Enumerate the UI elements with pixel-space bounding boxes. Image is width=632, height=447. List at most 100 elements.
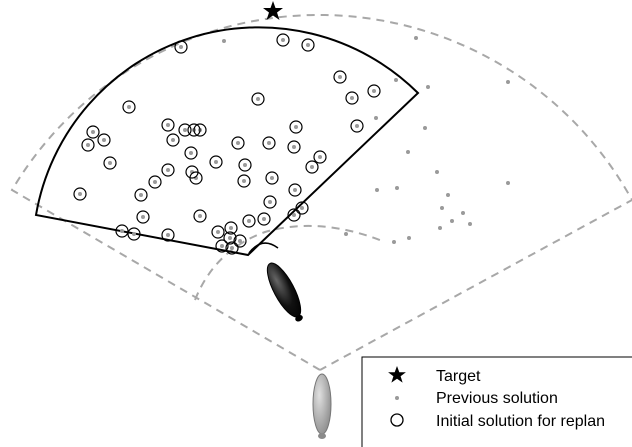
previous-solution-point bbox=[183, 128, 187, 132]
previous-solution-point bbox=[423, 126, 427, 130]
initial-solution-point bbox=[189, 171, 203, 185]
previous-solution-point bbox=[414, 36, 418, 40]
initial-solution-point bbox=[295, 201, 309, 215]
previous-solution-points bbox=[78, 36, 510, 250]
initial-solution-point bbox=[223, 231, 237, 245]
previous-solution-point bbox=[127, 105, 131, 109]
previous-solution-point bbox=[236, 141, 240, 145]
previous-solution-point bbox=[267, 141, 271, 145]
initial-solution-point bbox=[345, 91, 359, 105]
previous-solution-point bbox=[262, 217, 266, 221]
previous-solution-point bbox=[189, 151, 193, 155]
previous-solution-point bbox=[141, 215, 145, 219]
initial-solution-point bbox=[174, 40, 188, 54]
initial-solution-point bbox=[115, 224, 129, 238]
legend: Target Previous solution Initial solutio… bbox=[361, 356, 632, 447]
previous-solution-point bbox=[166, 168, 170, 172]
replanning-sector bbox=[34, 26, 420, 257]
initial-solution-point bbox=[86, 125, 100, 139]
previous-solution-point bbox=[247, 219, 251, 223]
initial-solution-point bbox=[161, 163, 175, 177]
previous-solution-point bbox=[338, 75, 342, 79]
previous-solution-point bbox=[230, 246, 234, 250]
initial-solution-point bbox=[350, 119, 364, 133]
initial-solution-point bbox=[301, 38, 315, 52]
previous-solution-point bbox=[108, 161, 112, 165]
previous-solution-point bbox=[228, 236, 232, 240]
initial-solution-point bbox=[209, 155, 223, 169]
previous-solution-point bbox=[139, 193, 143, 197]
previous-solution-point bbox=[120, 229, 124, 233]
previous-solution-point bbox=[407, 236, 411, 240]
initial-solution-point bbox=[367, 84, 381, 98]
previous-solution-point bbox=[344, 232, 348, 236]
previous-solution-point bbox=[78, 192, 82, 196]
previous-solution-point bbox=[91, 130, 95, 134]
initial-solution-point bbox=[233, 234, 247, 248]
previous-solution-point bbox=[468, 222, 472, 226]
previous-solution-point bbox=[293, 188, 297, 192]
initial-solution-point bbox=[136, 210, 150, 224]
initial-solution-point bbox=[287, 140, 301, 154]
initial-solution-point bbox=[313, 150, 327, 164]
initial-solution-point bbox=[166, 133, 180, 147]
heading-arc bbox=[248, 242, 279, 254]
initial-solution-point bbox=[178, 123, 192, 137]
initial-solution-point bbox=[211, 225, 225, 239]
previous-solution-point bbox=[238, 239, 242, 243]
previous-solution-point bbox=[506, 181, 510, 185]
initial-solution-point bbox=[225, 241, 239, 255]
initial-solution-point bbox=[193, 123, 207, 137]
initial-solution-point bbox=[263, 195, 277, 209]
legend-box bbox=[361, 356, 632, 447]
previous-solution-point bbox=[153, 180, 157, 184]
legend-dot-icon bbox=[395, 396, 399, 400]
previous-solution-point bbox=[256, 97, 260, 101]
previous-solution-point bbox=[166, 123, 170, 127]
previous-solution-point bbox=[300, 206, 304, 210]
initial-solution-point bbox=[333, 70, 347, 84]
previous-solution-point bbox=[292, 145, 296, 149]
initial-solution-point bbox=[187, 123, 201, 137]
initial-solution-point bbox=[81, 138, 95, 152]
previous-solution-point bbox=[394, 78, 398, 82]
previous-solution-point bbox=[435, 170, 439, 174]
initial-solution-point bbox=[242, 214, 256, 228]
initial-solution-point bbox=[193, 209, 207, 223]
previous-solution-point bbox=[242, 179, 246, 183]
previous-solution-point bbox=[216, 230, 220, 234]
previous-solution-point bbox=[292, 213, 296, 217]
previous-solution-point bbox=[198, 214, 202, 218]
initial-solution-point bbox=[134, 188, 148, 202]
previous-solution-point bbox=[372, 89, 376, 93]
vehicle-new-icon bbox=[266, 262, 303, 322]
initial-solution-point bbox=[161, 118, 175, 132]
initial-solution-point bbox=[148, 175, 162, 189]
initial-solution-point bbox=[238, 158, 252, 172]
previous-solution-point bbox=[270, 176, 274, 180]
legend-star-icon bbox=[388, 366, 406, 383]
vehicle-old-icon bbox=[312, 373, 332, 439]
previous-solution-point bbox=[395, 186, 399, 190]
target-star-icon bbox=[263, 1, 283, 20]
initial-solution-point bbox=[257, 212, 271, 226]
previous-solution-point bbox=[506, 80, 510, 84]
previous-planning-sector bbox=[10, 14, 632, 371]
inner-dashed-arc bbox=[194, 224, 386, 301]
initial-solution-point bbox=[103, 156, 117, 170]
initial-solution-point bbox=[276, 33, 290, 47]
initial-solution-point bbox=[262, 136, 276, 150]
previous-solution-point bbox=[86, 143, 90, 147]
initial-solution-point bbox=[231, 136, 245, 150]
previous-solution-point bbox=[375, 188, 379, 192]
legend-initial-label: Initial solution for replan bbox=[436, 413, 605, 430]
initial-solution-point bbox=[287, 208, 301, 222]
previous-solution-point bbox=[214, 160, 218, 164]
previous-solution-point bbox=[229, 226, 233, 230]
previous-solution-point bbox=[306, 43, 310, 47]
initial-solution-point bbox=[288, 183, 302, 197]
previous-solution-point bbox=[281, 38, 285, 42]
initial-solution-point bbox=[224, 221, 238, 235]
legend-previous-label: Previous solution bbox=[436, 390, 558, 407]
previous-solution-point bbox=[446, 193, 450, 197]
